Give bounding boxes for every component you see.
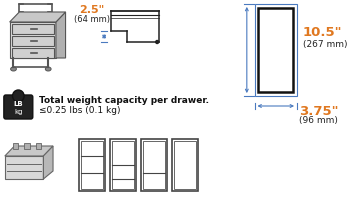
Bar [12, 143, 18, 149]
Bar [143, 141, 165, 189]
Bar [12, 25, 54, 35]
Bar [174, 141, 196, 189]
Text: (267 mm): (267 mm) [303, 40, 347, 49]
Polygon shape [10, 13, 66, 23]
Text: (64 mm): (64 mm) [73, 15, 110, 24]
Text: Total weight capacity per drawer.: Total weight capacity per drawer. [39, 95, 209, 104]
Polygon shape [43, 146, 53, 179]
Bar [12, 37, 54, 47]
Bar [36, 143, 42, 149]
Bar [171, 139, 198, 191]
Bar [24, 143, 30, 149]
Text: 10.5": 10.5" [303, 26, 342, 39]
Bar [258, 9, 293, 93]
Ellipse shape [11, 68, 16, 72]
Text: 2.5": 2.5" [79, 5, 104, 15]
Bar [81, 141, 103, 189]
Text: (96 mm): (96 mm) [299, 115, 338, 124]
FancyBboxPatch shape [4, 95, 33, 119]
Bar [12, 49, 54, 59]
Text: 3.75": 3.75" [299, 104, 338, 118]
Text: ≤0.25 lbs (0.1 kg): ≤0.25 lbs (0.1 kg) [39, 105, 120, 114]
Bar [110, 139, 136, 191]
Bar [112, 141, 134, 189]
Polygon shape [5, 146, 53, 156]
Bar [141, 139, 167, 191]
Polygon shape [56, 13, 66, 59]
Ellipse shape [45, 68, 51, 72]
Text: LB: LB [13, 101, 23, 106]
Bar [10, 23, 56, 59]
Text: kg: kg [14, 109, 23, 114]
Bar [255, 5, 297, 96]
Bar [79, 139, 105, 191]
Circle shape [12, 91, 24, 102]
Polygon shape [5, 156, 43, 179]
Circle shape [156, 41, 159, 44]
